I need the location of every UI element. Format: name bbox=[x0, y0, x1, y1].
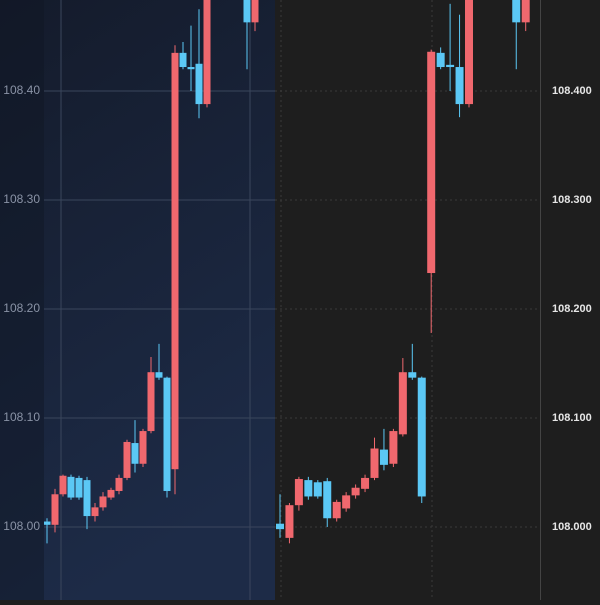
candle-body bbox=[171, 52, 179, 470]
candle-body bbox=[512, 0, 521, 23]
candle-body bbox=[99, 496, 107, 508]
left-panel-bg bbox=[0, 0, 275, 600]
candle-body bbox=[163, 377, 171, 492]
candle-body bbox=[243, 0, 251, 23]
candle-body bbox=[179, 52, 187, 68]
candle-body bbox=[417, 377, 426, 497]
y-tick-label: 108.40 bbox=[3, 83, 40, 97]
candle-body bbox=[75, 477, 83, 498]
candle-body bbox=[389, 431, 398, 464]
y-tick-label: 108.200 bbox=[552, 303, 592, 315]
candle-body bbox=[342, 495, 351, 509]
candle-body bbox=[59, 475, 67, 495]
candle-body bbox=[44, 521, 51, 525]
y-tick-label: 108.100 bbox=[552, 412, 592, 424]
y-tick-label: 108.300 bbox=[552, 194, 592, 206]
y-tick-label: 108.10 bbox=[3, 410, 40, 424]
candle-body bbox=[51, 494, 59, 525]
candle-body bbox=[408, 372, 417, 378]
candle-body bbox=[131, 443, 139, 464]
candle-body bbox=[521, 0, 530, 23]
candle-body bbox=[323, 481, 332, 519]
candle-body bbox=[361, 477, 370, 489]
candle-body bbox=[285, 505, 294, 538]
candle-body bbox=[379, 449, 388, 465]
candle-body bbox=[83, 480, 91, 517]
candle-body bbox=[351, 487, 360, 496]
candle-body bbox=[276, 523, 284, 530]
candle-body bbox=[123, 441, 131, 478]
candle-body bbox=[115, 477, 123, 492]
candle-body bbox=[332, 501, 341, 519]
left-plot bbox=[44, 0, 275, 544]
candle-body bbox=[446, 64, 455, 68]
y-tick-label: 108.000 bbox=[552, 521, 592, 533]
candle-body bbox=[251, 0, 259, 23]
y-tick-label: 108.400 bbox=[552, 85, 592, 97]
candle-body bbox=[294, 479, 303, 506]
candle-body bbox=[203, 0, 211, 105]
left-axis-bg bbox=[0, 0, 44, 600]
candle-body bbox=[147, 372, 155, 432]
y-tick-label: 108.20 bbox=[3, 301, 40, 315]
candle-body bbox=[91, 507, 99, 517]
candle-body bbox=[107, 489, 115, 498]
candle-body bbox=[398, 372, 407, 435]
y-tick-label: 108.30 bbox=[3, 192, 40, 206]
right-plot bbox=[275, 0, 540, 544]
candle-body bbox=[370, 448, 379, 478]
candle-body bbox=[187, 67, 195, 70]
candle-body bbox=[195, 63, 203, 105]
candle-body bbox=[139, 431, 147, 464]
candle-body bbox=[313, 482, 322, 497]
candle-body bbox=[465, 0, 473, 105]
candle-body bbox=[155, 372, 163, 378]
y-tick-label: 108.00 bbox=[3, 519, 40, 533]
candle-body bbox=[67, 476, 75, 498]
candle-body bbox=[304, 480, 313, 497]
candle-body bbox=[455, 67, 464, 105]
candle-body bbox=[436, 52, 445, 68]
candle-body bbox=[427, 51, 436, 274]
axis-labels: 108.00 108.10 108.20 108.30 108.40 108.000 108… bbox=[3, 83, 591, 533]
